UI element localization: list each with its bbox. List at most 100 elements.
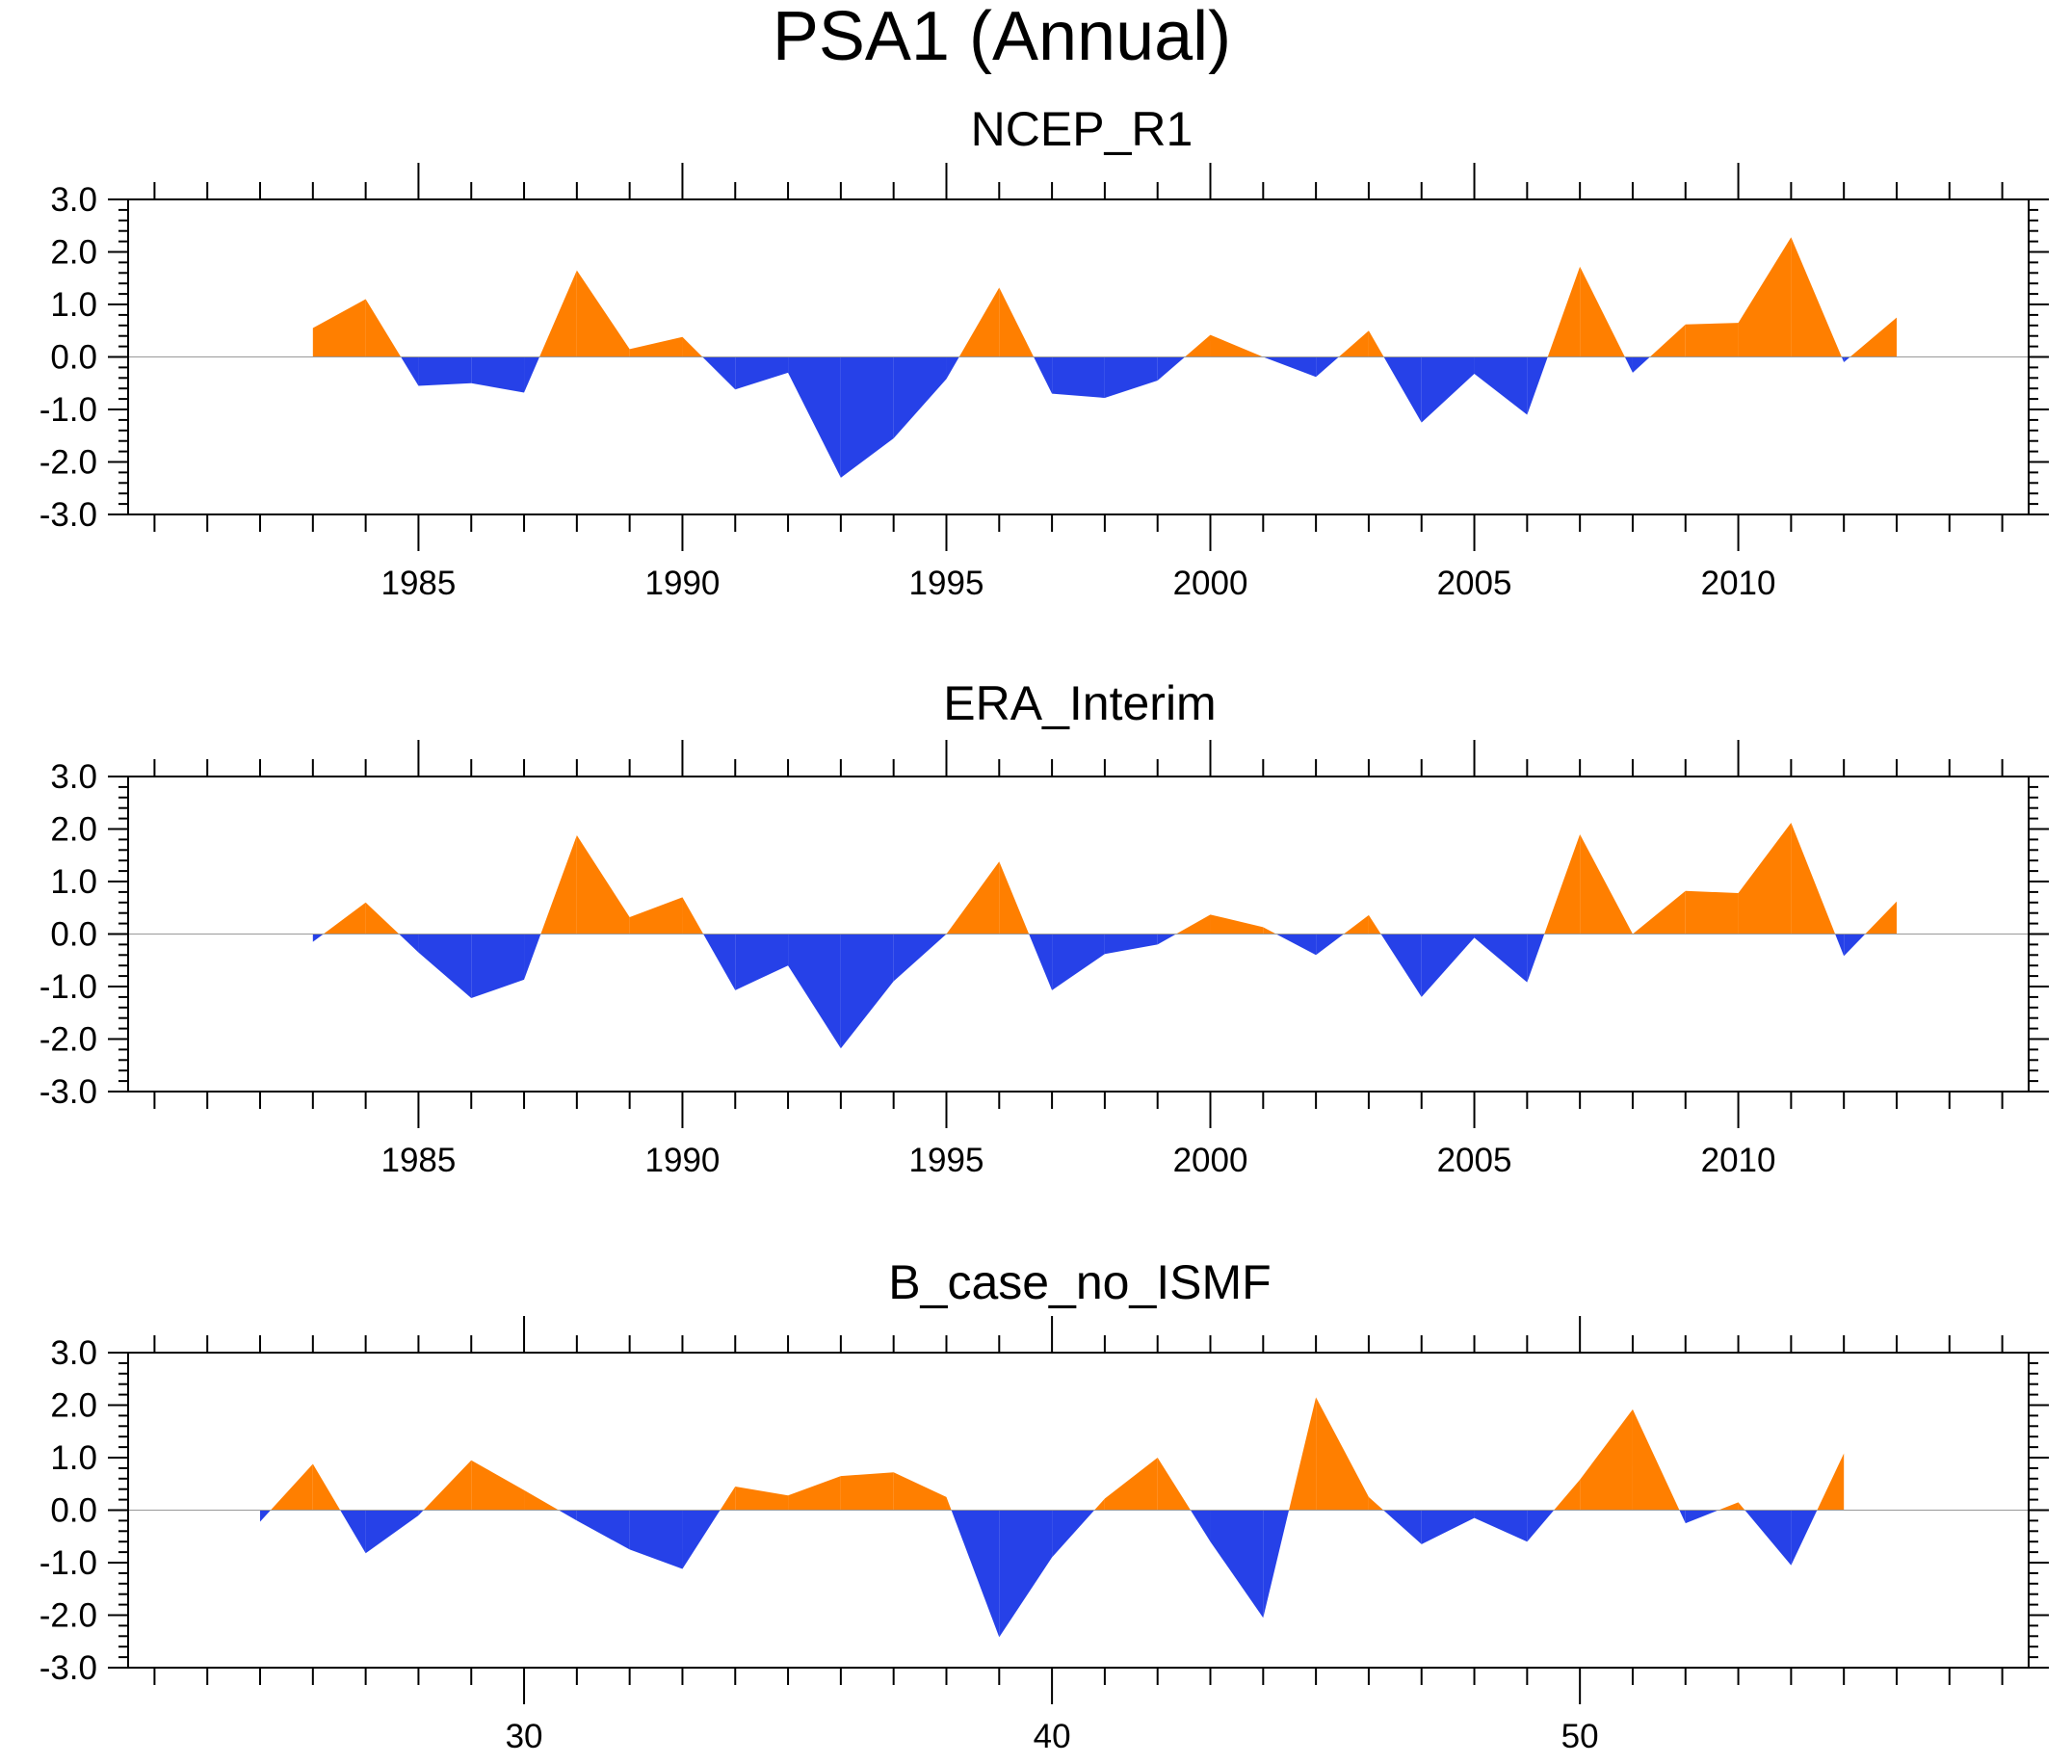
anomaly-area-segment <box>1210 914 1264 935</box>
anomaly-area-segment <box>703 934 736 990</box>
anomaly-area-segment <box>951 1510 1000 1638</box>
anomaly-area-segment <box>788 934 841 1049</box>
anomaly-area-segment <box>471 356 525 393</box>
anomaly-area-segment <box>1632 356 1650 373</box>
anomaly-area-segment <box>1263 927 1276 935</box>
anomaly-area-segment <box>999 861 1030 935</box>
anomaly-area-segment <box>401 356 419 386</box>
chart-panel-bcase: B_case_no_ISMF 3.02.01.00.0-1.0-2.0-3.03… <box>39 1255 2049 1755</box>
anomaly-area-segment <box>629 1510 683 1569</box>
anomaly-area-segment <box>1094 1498 1105 1511</box>
plot-frame <box>127 198 2030 515</box>
anomaly-area-segment <box>946 861 1000 935</box>
anomaly-area-segment <box>1547 266 1581 357</box>
anomaly-area-segment <box>1738 1502 1745 1511</box>
plot-frame <box>127 1352 2030 1669</box>
y-tick-label: 3.0 <box>50 1334 97 1372</box>
anomaly-area-segment <box>1210 1510 1264 1619</box>
anomaly-area-segment <box>1624 356 1633 373</box>
anomaly-area-segment <box>1817 1453 1845 1511</box>
anomaly-area-segment <box>1791 1510 1818 1566</box>
anomaly-area-segment <box>1474 1510 1528 1542</box>
y-tick-label: 0.0 <box>50 1492 97 1530</box>
anomaly-area-segment <box>1034 356 1053 394</box>
anomaly-area-segment <box>1263 356 1317 378</box>
y-tick-label: -3.0 <box>39 1073 97 1111</box>
chart-title: B_case_no_ISMF <box>888 1255 1271 1309</box>
y-tick-label: 1.0 <box>50 286 97 324</box>
anomaly-area-segment <box>312 1463 341 1511</box>
anomaly-area-segment <box>365 299 402 357</box>
anomaly-area-segment <box>1580 266 1625 357</box>
x-tick-label: 2000 <box>1173 565 1248 602</box>
anomaly-area-segment <box>1849 317 1897 357</box>
anomaly-area-segment <box>270 1463 313 1511</box>
anomaly-area-segment <box>1527 356 1548 415</box>
anomaly-area-segment <box>365 1510 419 1554</box>
anomaly-area-segment <box>946 1496 952 1511</box>
anomaly-area-segment <box>1844 356 1850 362</box>
anomaly-area-segment <box>1632 1409 1680 1511</box>
anomaly-area-segment <box>576 835 630 935</box>
anomaly-area-segment <box>1368 914 1381 935</box>
anomaly-area-segment <box>312 934 324 942</box>
anomaly-area-segment <box>423 1460 472 1511</box>
anomaly-area-segment <box>1544 833 1581 935</box>
x-tick-label: 2010 <box>1701 1142 1776 1179</box>
anomaly-area-segment <box>260 1510 271 1522</box>
anomaly-area-segment <box>524 934 541 980</box>
anomaly-area-segment <box>1316 1397 1369 1511</box>
anomaly-area-segment <box>1157 1458 1191 1511</box>
x-tick-label: 1990 <box>645 565 721 602</box>
anomaly-area-segment <box>1527 934 1545 983</box>
anomaly-area-segment <box>1841 356 1845 362</box>
anomaly-area-segment <box>629 336 683 357</box>
anomaly-area-segment <box>1104 934 1158 955</box>
anomaly-area-segment <box>471 934 525 998</box>
anomaly-area-segment <box>682 897 704 935</box>
y-tick-label: 2.0 <box>50 234 97 272</box>
y-tick-label: -2.0 <box>39 1597 97 1635</box>
anomaly-area-segment <box>1685 1510 1719 1524</box>
chart-marks: 3.0 2.0 1.0 0.0 -1.0 -2.0 -3.0 1985 1990 1995 2000… <box>39 740 2049 1179</box>
anomaly-area-segment <box>788 356 841 478</box>
y-tick-label: 3.0 <box>50 181 97 219</box>
anomaly-area-segment <box>735 1486 789 1511</box>
y-tick-label: -3.0 <box>39 1649 97 1687</box>
anomaly-area-segment <box>1157 934 1176 945</box>
anomaly-area-segment <box>1316 356 1339 378</box>
chart-panel-ncep: NCEP_R1 3.0 2.0 1.0 0.0 -1.0 -2.0 -3.0 1985 1990… <box>39 102 2049 602</box>
anomaly-area-segment <box>1368 330 1384 357</box>
figure-title: PSA1 (Annual) <box>773 0 1231 75</box>
y-tick-label: -2.0 <box>39 444 97 482</box>
anomaly-area-segment <box>999 287 1035 357</box>
anomaly-area-segment <box>576 270 630 357</box>
anomaly-area-segment <box>720 1486 736 1511</box>
x-tick-label: 30 <box>506 1718 543 1755</box>
anomaly-area-segment <box>1289 1397 1317 1511</box>
anomaly-area-segment <box>682 336 703 357</box>
anomaly-area-segment <box>1632 890 1686 935</box>
anomaly-area-segment <box>1383 1510 1422 1544</box>
y-tick-label: 2.0 <box>50 811 97 849</box>
anomaly-area-segment <box>1052 356 1105 399</box>
anomaly-area-segment <box>418 1510 424 1515</box>
y-tick-label: 0.0 <box>50 339 97 377</box>
anomaly-area-segment <box>1029 934 1053 990</box>
anomaly-area-segment <box>946 356 959 380</box>
anomaly-area-segment <box>1263 1510 1290 1619</box>
y-tick-label: -3.0 <box>39 496 97 534</box>
anomaly-area-segment <box>1744 1510 1792 1566</box>
y-tick-label: 1.0 <box>50 1439 97 1477</box>
anomaly-area-segment <box>1738 822 1792 935</box>
anomaly-area-segment <box>1175 914 1211 935</box>
anomaly-area-segment <box>1421 356 1475 423</box>
anomaly-area-segment <box>340 1510 366 1554</box>
anomaly-area-segment <box>399 934 419 953</box>
anomaly-area-segment <box>418 356 472 386</box>
anomaly-area-segment <box>1052 1510 1095 1558</box>
anomaly-area-segment <box>1649 324 1686 357</box>
y-tick-label: -1.0 <box>39 391 97 429</box>
anomaly-area-segment <box>1316 934 1344 956</box>
